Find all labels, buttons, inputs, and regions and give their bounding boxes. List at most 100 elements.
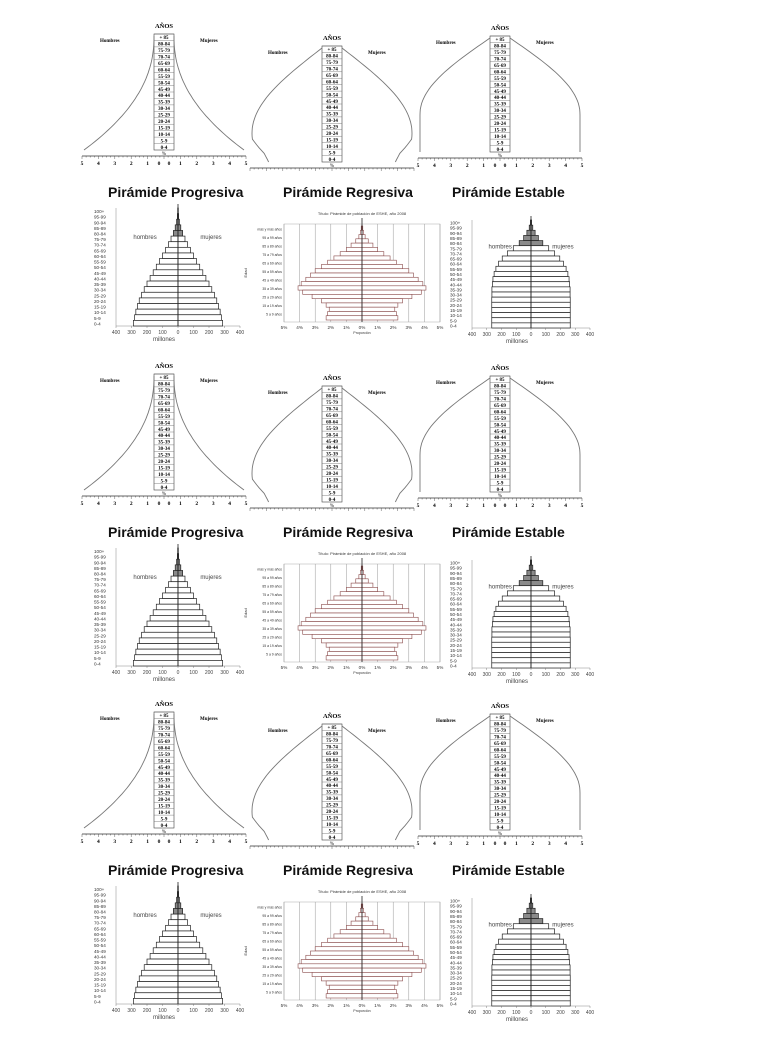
bar-men [163, 593, 179, 599]
x-tick-label: 200 [143, 1008, 152, 1014]
age-tick-label: 5 a 9 años [266, 653, 282, 657]
bar-men [171, 914, 178, 920]
bar-men [135, 315, 178, 321]
bar-women [362, 994, 398, 998]
bar-women [178, 638, 217, 644]
x-tick-label: 1 [482, 163, 485, 169]
bar-women [178, 942, 200, 948]
age-tick-label: 35 a 39 años [262, 965, 282, 969]
bar-men [139, 976, 178, 982]
x-tick-label: 300 [483, 332, 492, 338]
bar-men [159, 599, 178, 605]
age-tick-label: 25-29 [94, 633, 106, 638]
percent-label: % [162, 830, 166, 835]
x-tick-label: 1% [343, 665, 350, 670]
x-tick-label: 3 [548, 503, 551, 509]
women-label: Mujeres [368, 51, 386, 56]
bar-men [326, 303, 362, 307]
bar-women [362, 282, 423, 286]
x-tick-label: 400 [586, 1010, 595, 1016]
x-tick-label: 0% [359, 665, 366, 670]
women-label: mujeres [200, 235, 221, 241]
men-label: Hombres [436, 381, 456, 386]
bar-women [362, 917, 368, 921]
bar-women [531, 307, 570, 312]
bar-men [492, 323, 531, 328]
regresiva-chart: Título: Pirámide de población de ESHE, a… [243, 211, 443, 335]
bar-women [362, 921, 373, 925]
bar-women [531, 908, 535, 913]
bar-women [178, 948, 203, 954]
bar-women [178, 253, 194, 259]
bar-women [178, 587, 190, 593]
title-estable: Pirámide Estable [452, 524, 565, 540]
bar-women [362, 622, 423, 626]
bar-women [531, 302, 570, 307]
age-tick-label: 95 a 99 años [262, 576, 282, 580]
bar-men [493, 617, 531, 622]
bar-women [362, 277, 418, 281]
bar-women [178, 920, 188, 926]
bar-women [531, 256, 560, 261]
men-label: Hombres [100, 39, 120, 44]
bar-men [147, 959, 178, 965]
percent-label: % [330, 504, 334, 509]
bar-women [531, 653, 570, 658]
age-tick-label: 65 a 69 años [262, 939, 282, 943]
x-tick-label: 4% [296, 325, 303, 330]
bar-women [531, 996, 570, 1001]
bar-women [178, 903, 181, 909]
x-tick-label: 1% [343, 325, 350, 330]
bar-men [326, 656, 362, 660]
x-tick-label: 4 [564, 503, 567, 509]
bar-men [492, 287, 531, 292]
bar-women [531, 266, 566, 271]
bar-men [168, 582, 178, 588]
bar-women [178, 292, 214, 298]
age-tick-label: 0-4 [94, 321, 101, 326]
x-tick-label: 1% [374, 1003, 381, 1008]
bar-women [362, 613, 413, 617]
women-outline [342, 388, 412, 502]
bar-men [334, 596, 362, 600]
bar-women [531, 919, 543, 924]
bar-men [133, 320, 178, 326]
x-tick-label: 3 [113, 839, 116, 845]
bar-men [492, 970, 531, 975]
bar-women [531, 913, 538, 918]
title-regresiva: Pirámide Regresiva [283, 524, 413, 540]
men-outline [84, 376, 154, 490]
x-tick-label: 400 [236, 670, 245, 676]
men-label: hombres [133, 575, 156, 581]
bar-men [492, 653, 531, 658]
bar-women [362, 938, 396, 942]
age-tick-label: 5 a 9 años [266, 313, 282, 317]
age-tick-label: 70-74 [94, 583, 106, 588]
age-tick-label: 20-24 [94, 299, 106, 304]
bar-men [492, 637, 531, 642]
bar-women [531, 606, 566, 611]
x-tick-label: 5 [417, 503, 420, 509]
men-label: hombres [489, 922, 512, 928]
bar-women [362, 930, 384, 934]
age-tick-label: 50-54 [94, 265, 106, 270]
x-tick-label: 100 [189, 1008, 198, 1014]
bar-men [494, 949, 531, 954]
bar-women [531, 944, 566, 949]
x-tick-label: 0 [177, 1008, 180, 1014]
age-tick-label: 15-19 [94, 305, 106, 310]
bar-men [303, 968, 362, 972]
bar-men [513, 924, 531, 929]
x-tick-label: 0 [494, 841, 497, 847]
years-header: AÑOS [155, 700, 173, 708]
estable-chart: 100+95-9990-9485-8980-8475-7970-7465-696… [450, 556, 594, 685]
x-tick-label: 200 [556, 672, 565, 678]
x-tick-label: 400 [112, 670, 121, 676]
bar-women [531, 991, 570, 996]
x-tick-label: 100 [189, 670, 198, 676]
x-tick-label: 3% [405, 1003, 412, 1008]
x-tick-label: 300 [220, 330, 229, 336]
bar-women [531, 647, 570, 652]
bar-men [312, 972, 362, 976]
